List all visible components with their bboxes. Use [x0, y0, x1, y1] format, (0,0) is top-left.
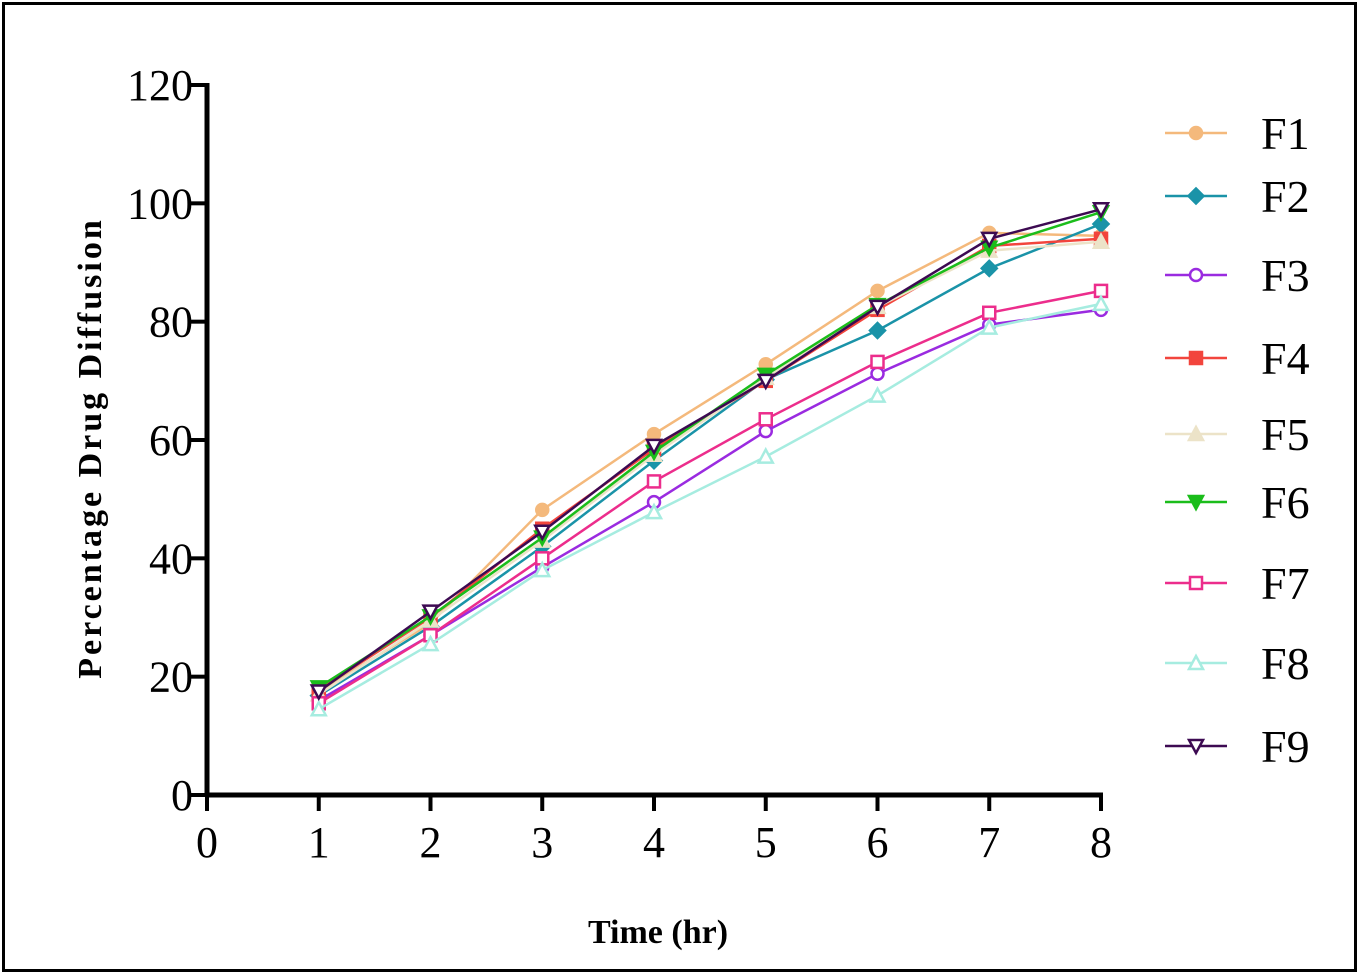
data-point [533, 524, 552, 542]
series-line [318, 222, 1102, 697]
x-tick-label: 3 [531, 818, 553, 867]
y-tick-label: 40 [149, 534, 193, 583]
x-tick-label: 0 [196, 818, 218, 867]
series-f9 [309, 202, 1111, 702]
legend-marker [1188, 125, 1204, 141]
legend-marker [1186, 653, 1206, 671]
data-point [309, 684, 328, 702]
data-point [533, 560, 552, 578]
y-tick-label: 100 [127, 179, 193, 228]
x-tick-label: 1 [308, 818, 330, 867]
legend-marker [1188, 267, 1204, 283]
data-point [870, 354, 885, 370]
axes: 0 20 40 60 80 100 120 0 1 2 3 4 5 6 7 8 [127, 61, 1112, 867]
data-point [758, 423, 773, 439]
data-point [979, 259, 999, 278]
series-line [318, 240, 1102, 696]
data-point [646, 474, 662, 489]
legend-marker [1186, 494, 1206, 512]
legend-item-f9: F9 [1165, 721, 1310, 772]
data-point [756, 373, 775, 391]
x-tick-label: 5 [755, 818, 777, 867]
legend-label: F2 [1261, 171, 1310, 222]
legend-marker [1188, 575, 1204, 591]
y-axis-title: Percentage Drug Diffusion [72, 217, 109, 679]
data-point [644, 502, 664, 520]
legend-label: F4 [1261, 333, 1310, 384]
legend-item-f7: F7 [1165, 558, 1310, 609]
legend-label: F6 [1261, 477, 1310, 528]
data-point [1091, 202, 1111, 219]
series-layer [309, 202, 1111, 717]
legend-label: F5 [1261, 409, 1310, 460]
x-tick-label: 2 [420, 818, 442, 867]
data-point [421, 604, 440, 622]
y-tick-label: 80 [149, 298, 193, 347]
data-point [758, 412, 773, 427]
legend-item-f5: F5 [1165, 409, 1310, 460]
x-tick-label: 6 [867, 818, 889, 867]
data-point [1091, 214, 1111, 234]
legend-label: F9 [1261, 721, 1310, 772]
legend-item-f8: F8 [1165, 638, 1310, 689]
data-point [1091, 294, 1111, 312]
data-point [870, 366, 885, 381]
legend-item-f6: F6 [1165, 477, 1310, 528]
legend-marker [1186, 424, 1206, 442]
y-tick-label: 60 [149, 416, 193, 465]
data-point [982, 305, 997, 321]
legend-item-f3: F3 [1165, 250, 1310, 301]
data-point [980, 317, 999, 335]
legend-item-f1: F1 [1165, 108, 1310, 159]
series-line [318, 289, 1102, 705]
legend-label: F1 [1261, 108, 1310, 159]
data-point [870, 283, 885, 299]
legend-item-f2: F2 [1165, 171, 1310, 222]
data-point [1091, 232, 1111, 250]
data-point [980, 231, 999, 249]
legend-label: F3 [1261, 250, 1310, 301]
data-point [646, 426, 662, 442]
data-point [309, 699, 328, 717]
data-point [644, 438, 664, 456]
x-tick-label: 7 [978, 818, 1000, 867]
legend-marker [1186, 186, 1206, 206]
x-tick-label: 4 [643, 818, 665, 867]
series-f8 [309, 294, 1111, 717]
x-tick-label: 8 [1090, 818, 1112, 867]
x-axis-title: Time (hr) [588, 914, 728, 951]
y-tick-label: 20 [149, 653, 193, 702]
legend-item-f4: F4 [1165, 333, 1310, 384]
y-tick-label: 0 [171, 771, 193, 820]
y-tick-label: 120 [127, 61, 193, 110]
legend: F1 F2 F3 F4 F5 F6 F7 F8 F9 [1165, 108, 1310, 772]
series-f7 [311, 283, 1109, 711]
legend-label: F8 [1261, 638, 1310, 689]
data-point [868, 321, 887, 340]
legend-marker [1188, 350, 1204, 366]
data-point [756, 446, 775, 464]
data-point [868, 385, 887, 403]
legend-label: F7 [1261, 558, 1310, 609]
legend-marker [1186, 738, 1206, 756]
data-point [868, 299, 887, 317]
series-line [318, 302, 1102, 711]
series-line [318, 208, 1102, 693]
data-point [421, 634, 440, 652]
data-point [535, 502, 550, 518]
